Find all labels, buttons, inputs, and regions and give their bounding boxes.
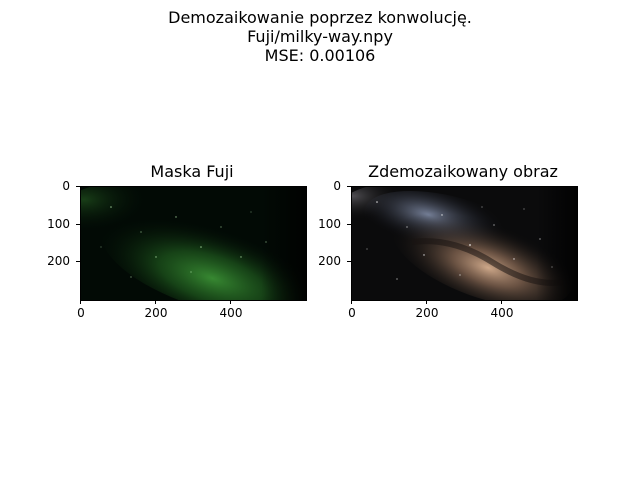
xtick-mark-400 (501, 300, 502, 304)
demosaiced-image (351, 186, 578, 301)
panel-title-mask: Maska Fuji (150, 162, 234, 181)
figure-title-line-3: MSE: 0.00106 (264, 46, 376, 65)
demosaiced-image-svg (352, 187, 577, 300)
ytick-mark-0 (76, 186, 80, 187)
xtick-mark-200 (426, 300, 427, 304)
ytick-label-200: 200 (318, 254, 341, 268)
xtick-label-200: 200 (415, 306, 439, 320)
fuji-mask-image-svg (81, 187, 306, 300)
ytick-label-0: 0 (333, 179, 341, 193)
ytick-mark-100 (347, 224, 351, 225)
ytick-label-100: 100 (47, 217, 70, 231)
ytick-label-200: 200 (47, 254, 70, 268)
xtick-label-400: 400 (219, 306, 243, 320)
xtick-mark-0 (351, 300, 352, 304)
panel-demosaiced: Zdemozaikowany obraz (270, 160, 578, 350)
xtick-label-400: 400 (490, 306, 514, 320)
ytick-mark-200 (76, 261, 80, 262)
xtick-mark-0 (80, 300, 81, 304)
figure-title-line-2: Fuji/milky-way.npy (247, 27, 393, 46)
xtick-mark-400 (230, 300, 231, 304)
ytick-mark-0 (347, 186, 351, 187)
xtick-label-0: 0 (77, 306, 85, 320)
ytick-mark-200 (347, 261, 351, 262)
figure-title-line-1: Demozaikowanie poprzez konwolucję. (168, 8, 472, 27)
fuji-mask-image (80, 186, 307, 301)
xtick-label-200: 200 (144, 306, 168, 320)
ytick-label-0: 0 (62, 179, 70, 193)
ytick-mark-100 (76, 224, 80, 225)
figure-title: Demozaikowanie poprzez konwolucję. Fuji/… (0, 8, 640, 65)
ytick-label-100: 100 (318, 217, 341, 231)
xtick-mark-200 (155, 300, 156, 304)
panel-fuji-mask: Maska Fuji (0, 160, 307, 350)
xtick-label-0: 0 (348, 306, 356, 320)
panel-title-demosaiced: Zdemozaikowany obraz (368, 162, 558, 181)
